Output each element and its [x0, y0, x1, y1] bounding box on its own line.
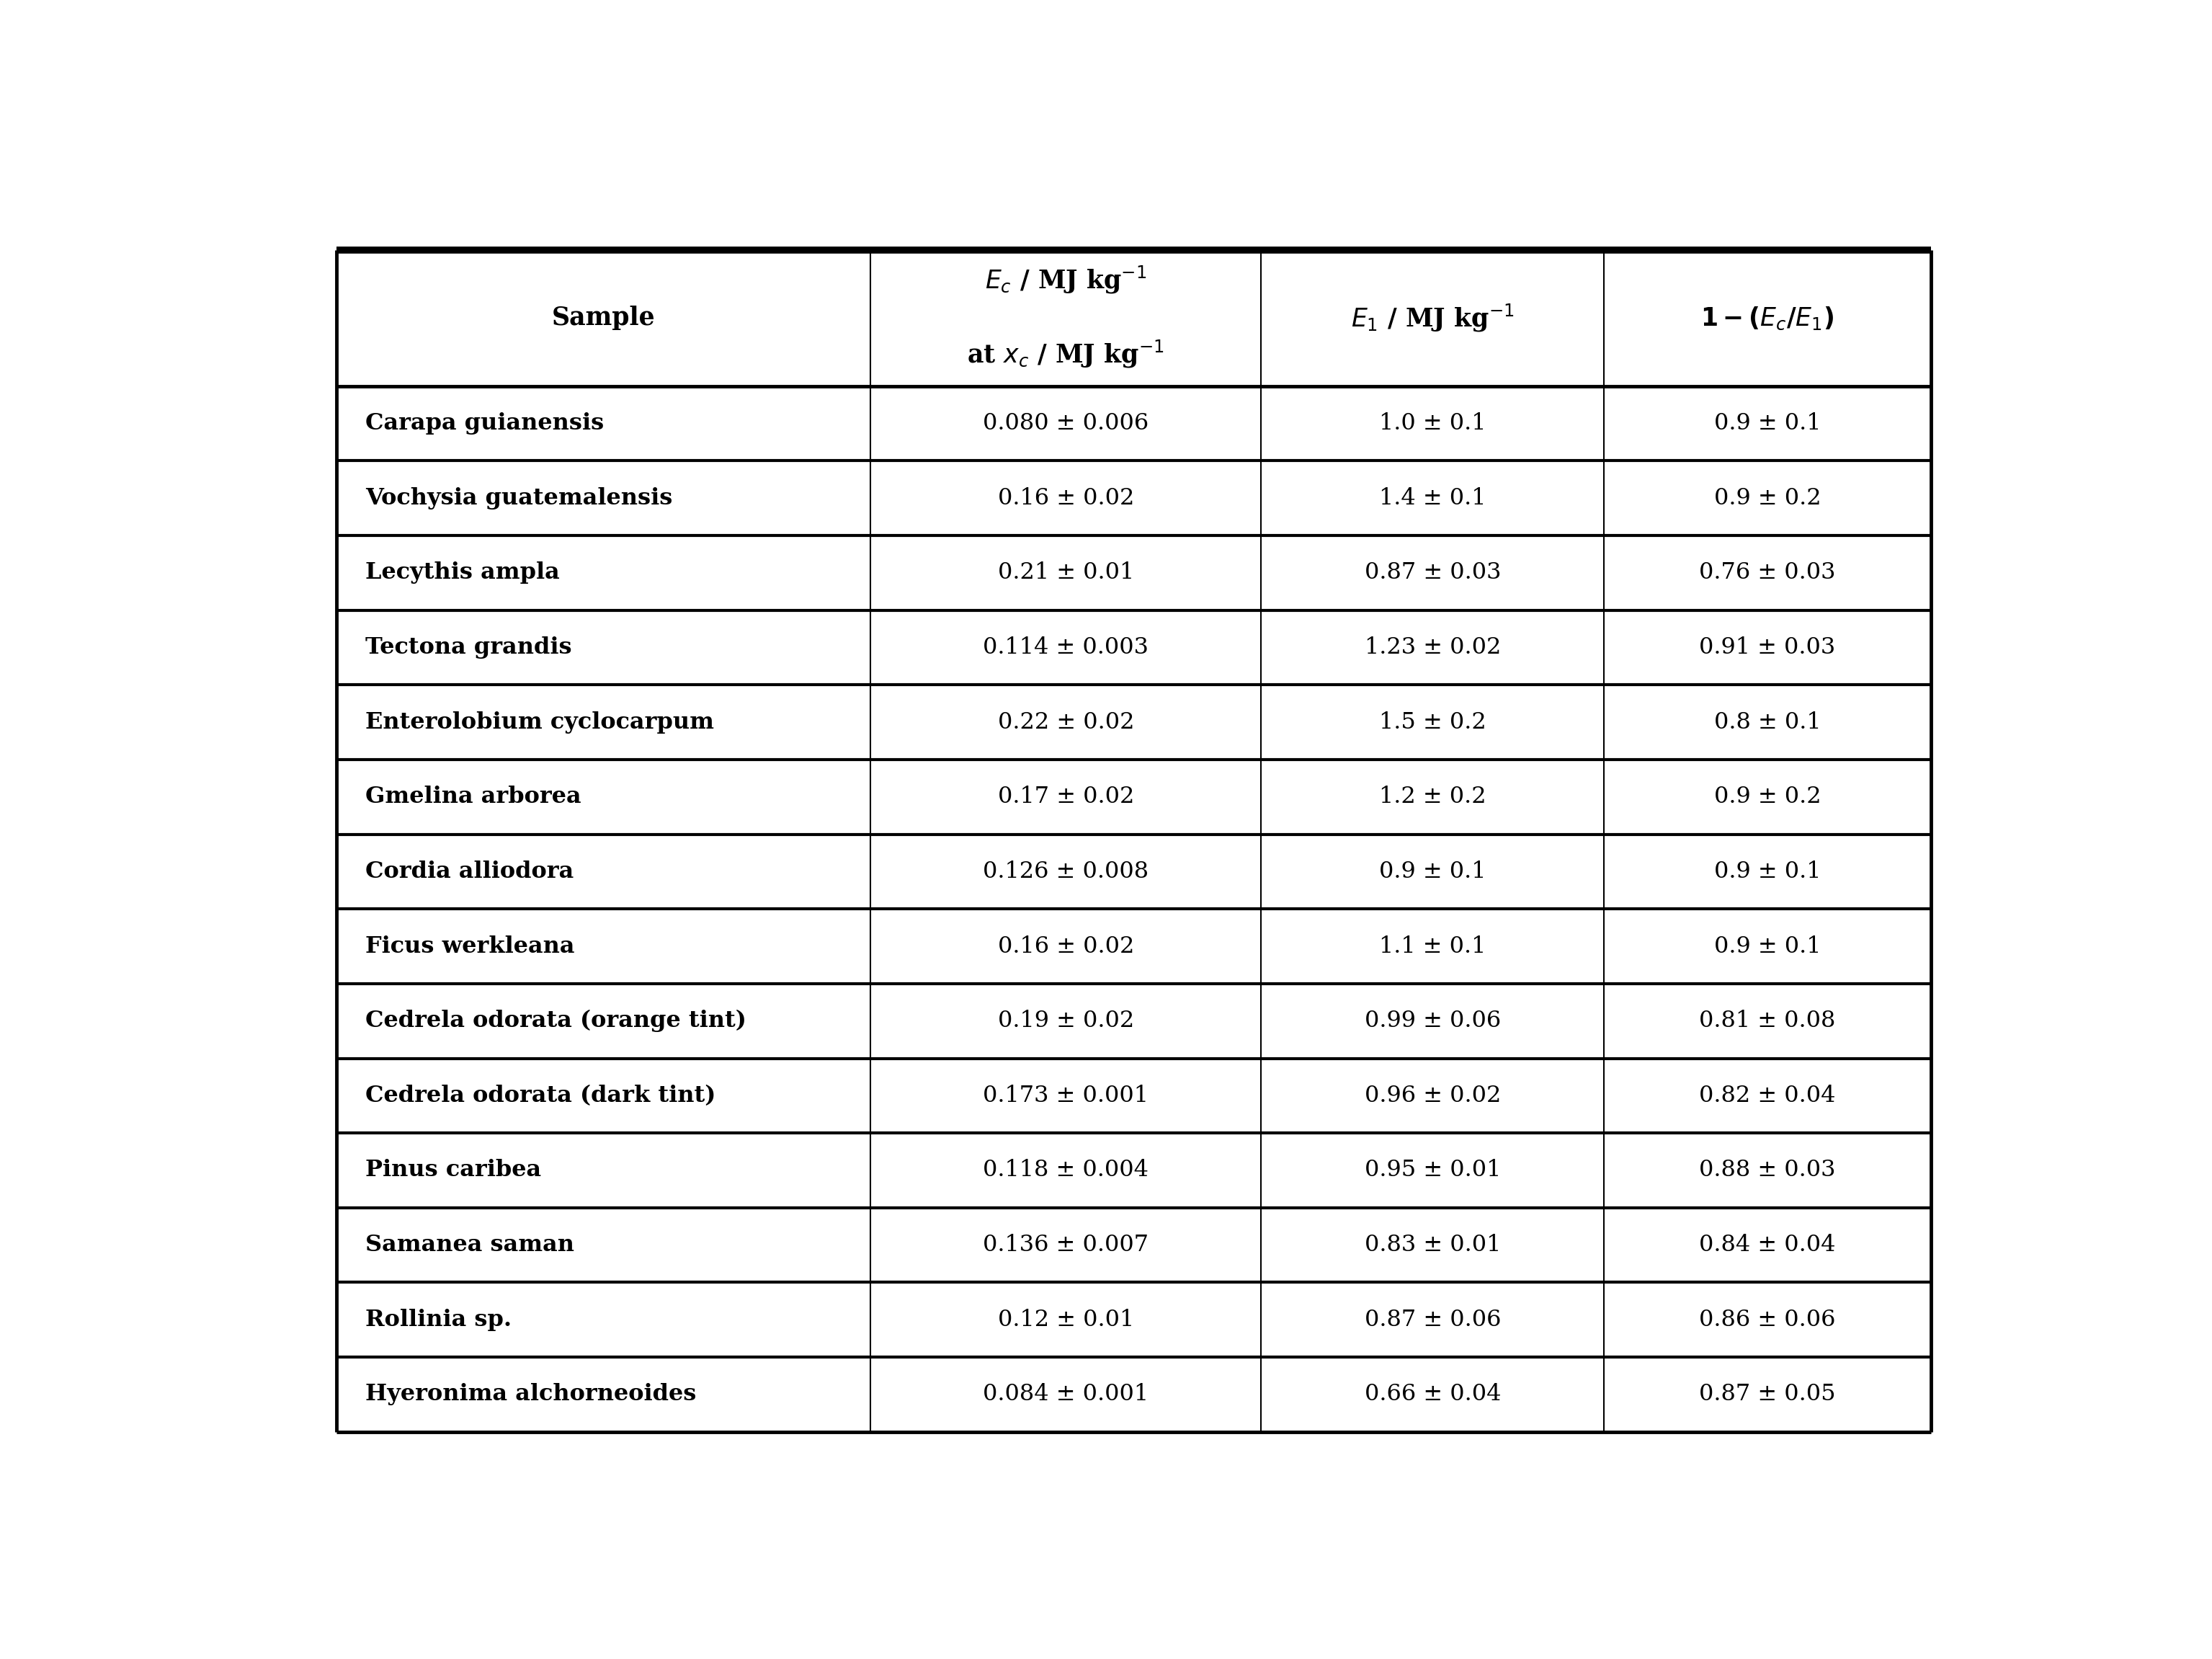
Text: 0.22 ± 0.02: 0.22 ± 0.02 — [998, 712, 1135, 733]
Text: 0.86 ± 0.06: 0.86 ± 0.06 — [1699, 1309, 1836, 1331]
Text: 0.66 ± 0.04: 0.66 ± 0.04 — [1365, 1384, 1502, 1405]
Text: 0.9 ± 0.1: 0.9 ± 0.1 — [1714, 936, 1820, 957]
Text: 0.91 ± 0.03: 0.91 ± 0.03 — [1699, 637, 1836, 659]
Text: Cedrela odorata (dark tint): Cedrela odorata (dark tint) — [365, 1085, 717, 1107]
Text: 0.21 ± 0.01: 0.21 ± 0.01 — [998, 562, 1135, 584]
Text: Ficus werkleana: Ficus werkleana — [365, 936, 575, 957]
Text: 0.9 ± 0.2: 0.9 ± 0.2 — [1714, 786, 1820, 808]
Text: 0.87 ± 0.05: 0.87 ± 0.05 — [1699, 1384, 1836, 1405]
Text: 0.084 ± 0.001: 0.084 ± 0.001 — [982, 1384, 1148, 1405]
Text: 0.96 ± 0.02: 0.96 ± 0.02 — [1365, 1085, 1500, 1107]
Text: 0.95 ± 0.01: 0.95 ± 0.01 — [1365, 1160, 1500, 1181]
Text: 0.17 ± 0.02: 0.17 ± 0.02 — [998, 786, 1135, 808]
Text: Pinus caribea: Pinus caribea — [365, 1160, 542, 1181]
Text: 0.83 ± 0.01: 0.83 ± 0.01 — [1365, 1234, 1500, 1256]
Text: 0.114 ± 0.003: 0.114 ± 0.003 — [982, 637, 1148, 659]
Text: Vochysia guatemalensis: Vochysia guatemalensis — [365, 488, 672, 509]
Text: 0.19 ± 0.02: 0.19 ± 0.02 — [998, 1010, 1135, 1032]
Text: 0.118 ± 0.004: 0.118 ± 0.004 — [982, 1160, 1148, 1181]
Text: 0.87 ± 0.03: 0.87 ± 0.03 — [1365, 562, 1502, 584]
Text: Cedrela odorata (orange tint): Cedrela odorata (orange tint) — [365, 1010, 745, 1032]
Text: Samanea saman: Samanea saman — [365, 1234, 575, 1256]
Text: Lecythis ampla: Lecythis ampla — [365, 562, 560, 584]
Text: 0.81 ± 0.08: 0.81 ± 0.08 — [1699, 1010, 1836, 1032]
Text: 1.5 ± 0.2: 1.5 ± 0.2 — [1378, 712, 1486, 733]
Text: 0.76 ± 0.03: 0.76 ± 0.03 — [1699, 562, 1836, 584]
Text: Carapa guianensis: Carapa guianensis — [365, 411, 604, 435]
Text: 0.136 ± 0.007: 0.136 ± 0.007 — [982, 1234, 1148, 1256]
Text: 1.4 ± 0.1: 1.4 ± 0.1 — [1378, 488, 1486, 509]
Text: $\mathbf{1 - (}$$\mathit{E_c}$$\mathbf{/}$$\mathit{E_1}$$\mathbf{)}$: $\mathbf{1 - (}$$\mathit{E_c}$$\mathbf{/… — [1701, 305, 1834, 332]
Text: $\mathit{E_c}$ / MJ kg$^{\mathsf{-1}}$: $\mathit{E_c}$ / MJ kg$^{\mathsf{-1}}$ — [984, 264, 1146, 295]
Text: 0.82 ± 0.04: 0.82 ± 0.04 — [1699, 1085, 1836, 1107]
Text: $\mathit{E_1}$ / MJ kg$^{\mathsf{-1}}$: $\mathit{E_1}$ / MJ kg$^{\mathsf{-1}}$ — [1352, 302, 1515, 333]
Text: 0.9 ± 0.1: 0.9 ± 0.1 — [1378, 861, 1486, 883]
Text: Tectona grandis: Tectona grandis — [365, 637, 571, 659]
Text: 0.16 ± 0.02: 0.16 ± 0.02 — [998, 488, 1135, 509]
Text: 0.87 ± 0.06: 0.87 ± 0.06 — [1365, 1309, 1502, 1331]
Text: 0.8 ± 0.1: 0.8 ± 0.1 — [1714, 712, 1820, 733]
Text: Enterolobium cyclocarpum: Enterolobium cyclocarpum — [365, 712, 714, 733]
Text: 1.1 ± 0.1: 1.1 ± 0.1 — [1378, 936, 1486, 957]
Text: 1.2 ± 0.2: 1.2 ± 0.2 — [1378, 786, 1486, 808]
Text: 0.9 ± 0.1: 0.9 ± 0.1 — [1714, 411, 1820, 435]
Text: Gmelina arborea: Gmelina arborea — [365, 786, 582, 808]
Text: 1.0 ± 0.1: 1.0 ± 0.1 — [1378, 411, 1486, 435]
Text: 1.23 ± 0.02: 1.23 ± 0.02 — [1365, 637, 1500, 659]
Text: Sample: Sample — [551, 305, 655, 330]
Text: 0.126 ± 0.008: 0.126 ± 0.008 — [982, 861, 1148, 883]
Text: 0.9 ± 0.1: 0.9 ± 0.1 — [1714, 861, 1820, 883]
Text: 0.84 ± 0.04: 0.84 ± 0.04 — [1699, 1234, 1836, 1256]
Text: 0.99 ± 0.06: 0.99 ± 0.06 — [1365, 1010, 1500, 1032]
Text: Hyeronima alchorneoides: Hyeronima alchorneoides — [365, 1384, 697, 1405]
Text: 0.080 ± 0.006: 0.080 ± 0.006 — [982, 411, 1148, 435]
Text: 0.173 ± 0.001: 0.173 ± 0.001 — [982, 1085, 1148, 1107]
Text: 0.16 ± 0.02: 0.16 ± 0.02 — [998, 936, 1135, 957]
Text: at $\mathit{x_c}$ / MJ kg$^{\mathsf{-1}}$: at $\mathit{x_c}$ / MJ kg$^{\mathsf{-1}}… — [967, 338, 1164, 370]
Text: 0.9 ± 0.2: 0.9 ± 0.2 — [1714, 488, 1820, 509]
Text: Rollinia sp.: Rollinia sp. — [365, 1309, 511, 1331]
Text: 0.88 ± 0.03: 0.88 ± 0.03 — [1699, 1160, 1836, 1181]
Text: 0.12 ± 0.01: 0.12 ± 0.01 — [998, 1309, 1135, 1331]
Text: Cordia alliodora: Cordia alliodora — [365, 861, 573, 883]
